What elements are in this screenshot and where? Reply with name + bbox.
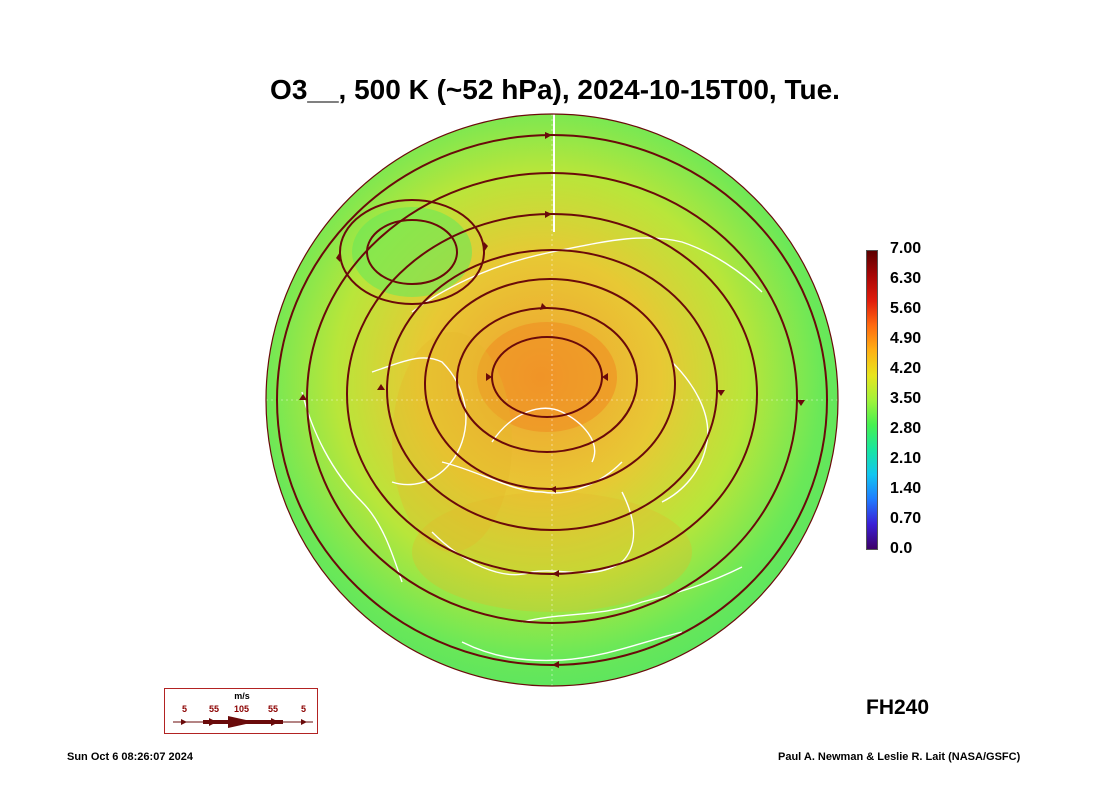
polar-ozone-map: [265, 113, 839, 687]
map-border: [265, 113, 839, 687]
colorbar-label: 4.90: [890, 330, 922, 347]
low-ozone-eddy: [352, 207, 472, 297]
colorbar-label: 0.70: [890, 510, 922, 527]
colorbar-label: 5.60: [890, 300, 922, 317]
ozone-band-west: [392, 332, 512, 552]
colorbar-label: 1.40: [890, 480, 922, 497]
colorbar-label: 2.10: [890, 450, 922, 467]
wind-speed-legend: m/s 5 55 105 55 5: [164, 688, 318, 734]
colorbar-label: 4.20: [890, 360, 922, 377]
forecast-hour: FH240: [866, 696, 930, 719]
colorbar-label: 2.80: [890, 420, 922, 437]
graticule: [266, 114, 838, 686]
legend-value: 5: [182, 704, 188, 714]
map-title: O3__, 500 K (~52 hPa), 2024-10-15T00, Tu…: [270, 74, 840, 105]
legend-value: 105: [234, 704, 250, 714]
streamline-arrows: [299, 132, 805, 668]
credit-line: Paul A. Newman & Leslie R. Lait (NASA/GS…: [778, 751, 1021, 763]
colorbar: [866, 250, 878, 550]
legend-units: m/s: [234, 691, 250, 701]
timestamp: Sun Oct 6 08:26:07 2024: [67, 751, 193, 763]
legend-arrow-scale: [173, 716, 313, 728]
colorbar-label: 7.00: [890, 240, 922, 257]
colorbar-label: 3.50: [890, 390, 922, 407]
legend-value: 5: [301, 704, 307, 714]
legend-value: 55: [209, 704, 220, 714]
colorbar-label: 0.0: [890, 540, 913, 557]
ozone-maximum: [477, 322, 617, 432]
ozone-band-south: [412, 492, 692, 612]
legend-value: 55: [268, 704, 279, 714]
colorbar-label: 6.30: [890, 270, 922, 287]
